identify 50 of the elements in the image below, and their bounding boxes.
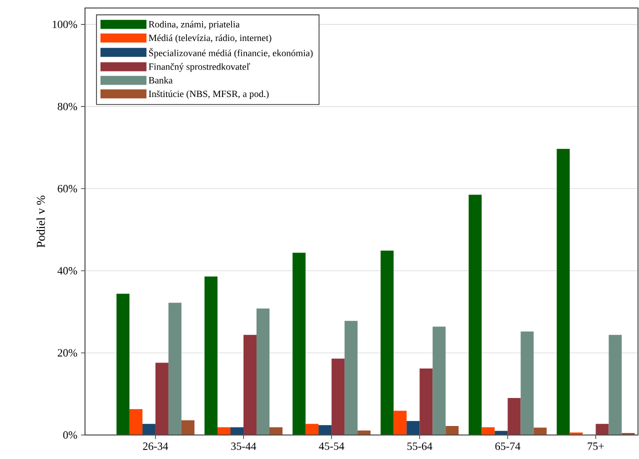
bar (468, 194, 482, 435)
legend-label: Špecializované médiá (financie, ekonómia) (149, 48, 313, 58)
bar (270, 427, 283, 435)
x-tick-label: 65-74 (495, 442, 520, 450)
bar (204, 276, 218, 435)
y-tick-label: 100% (52, 20, 78, 28)
bar (432, 326, 446, 435)
bar (306, 424, 319, 435)
y-tick-label: 40% (58, 267, 78, 274)
bar (116, 294, 130, 435)
y-tick-label: 60% (58, 184, 78, 192)
legend-label: Finančný sprostredkovateľ (148, 63, 250, 72)
y-tick-label: 0% (63, 431, 78, 439)
bar (230, 427, 244, 435)
legend-label: Inštitúcie (NBS, MFSR, a pod.) (148, 90, 269, 100)
y-tick-label: 20% (58, 349, 78, 357)
bar (406, 421, 420, 435)
bar (608, 334, 622, 435)
y-axis-title: Podiel v % (36, 196, 45, 248)
bar (218, 427, 231, 435)
bar (596, 424, 609, 435)
bar (394, 410, 407, 435)
y-tick-label: 80% (58, 102, 78, 110)
x-tick-label: 45-54 (318, 442, 344, 450)
bar (292, 252, 306, 435)
legend-label: Banka (148, 76, 173, 84)
bar (332, 358, 345, 435)
bar (556, 148, 570, 435)
bar (344, 320, 358, 435)
legend-label: Rodina, známi, priatelia (148, 20, 240, 30)
bar (129, 409, 142, 435)
bar (244, 334, 257, 435)
bar (380, 250, 394, 435)
bar (181, 420, 194, 435)
bar (508, 398, 521, 435)
bar (534, 428, 547, 435)
bar (318, 425, 332, 435)
x-tick-label: 35-44 (231, 442, 256, 450)
legend-label: Médiá (televízia, rádio, internet) (148, 34, 272, 44)
bar (446, 426, 459, 435)
x-tick-label: 55-64 (407, 442, 432, 450)
bar (256, 308, 270, 435)
bar (420, 368, 433, 435)
bar (155, 362, 168, 435)
bar (168, 302, 182, 435)
x-tick-label: 26-34 (143, 442, 168, 450)
bar (482, 427, 495, 435)
x-tick-label: 75+ (588, 442, 604, 450)
bar (520, 332, 534, 435)
bar (142, 424, 156, 435)
